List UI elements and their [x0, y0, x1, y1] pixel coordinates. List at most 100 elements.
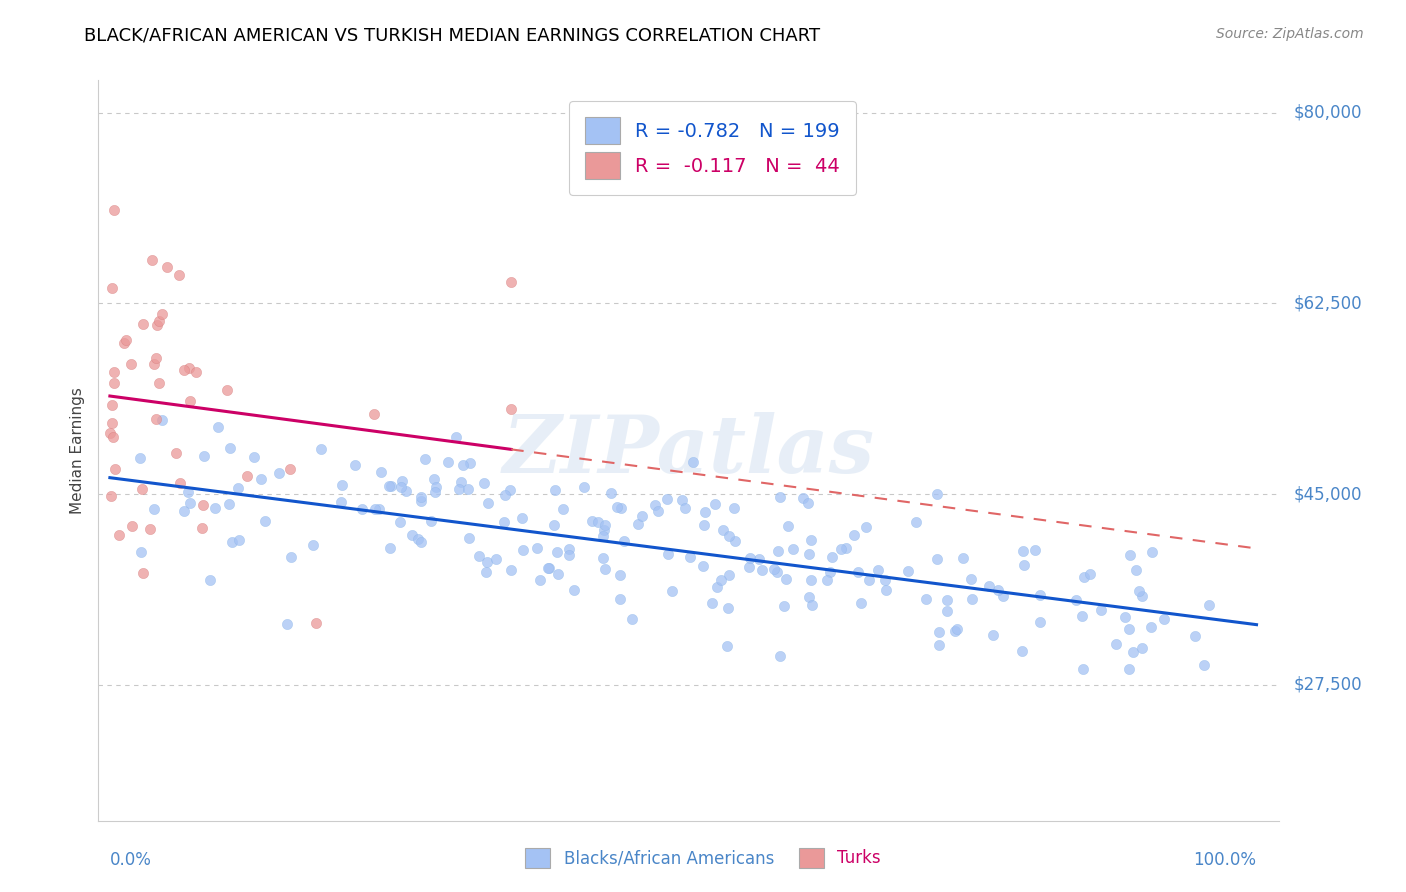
Point — [267, 467, 290, 481]
Point — [593, 517, 616, 532]
Point — [1078, 567, 1101, 582]
Point — [1024, 543, 1046, 558]
Point — [512, 542, 534, 557]
Point — [710, 573, 733, 587]
Point — [748, 552, 770, 566]
Point — [866, 563, 889, 577]
Point — [537, 561, 560, 575]
Point — [724, 533, 747, 548]
Point — [738, 560, 761, 574]
Point — [797, 547, 820, 561]
Point — [815, 573, 838, 587]
Point — [401, 527, 423, 541]
Point — [378, 541, 401, 556]
Point — [693, 518, 716, 533]
Point — [437, 455, 460, 469]
Text: $45,000: $45,000 — [1294, 485, 1362, 503]
Point — [179, 496, 201, 510]
Point — [226, 481, 249, 495]
Point — [1198, 598, 1220, 612]
Point — [391, 475, 413, 489]
Point — [751, 563, 773, 577]
Point — [364, 502, 387, 516]
Point — [960, 572, 983, 586]
Point — [389, 480, 412, 494]
Point — [792, 491, 814, 505]
Point — [167, 268, 190, 282]
Point — [107, 528, 129, 542]
Point — [148, 376, 170, 391]
Point — [139, 522, 162, 536]
Point — [543, 518, 565, 533]
Point — [301, 538, 323, 552]
Point — [501, 275, 523, 289]
Point — [546, 545, 568, 559]
Point — [218, 497, 240, 511]
Point — [173, 362, 195, 376]
Point — [129, 544, 152, 558]
Point — [177, 360, 200, 375]
Point — [389, 515, 412, 529]
Point — [112, 336, 135, 351]
Point — [1122, 645, 1144, 659]
Legend: R = -0.782   N = 199, R =  -0.117   N =  44: R = -0.782 N = 199, R = -0.117 N = 44 — [569, 101, 856, 195]
Point — [475, 555, 498, 569]
Point — [276, 617, 298, 632]
Point — [120, 357, 142, 371]
Point — [380, 479, 402, 493]
Point — [927, 552, 949, 566]
Point — [991, 590, 1014, 604]
Point — [717, 568, 740, 582]
Point — [169, 475, 191, 490]
Point — [766, 544, 789, 558]
Point — [1132, 589, 1154, 603]
Text: $27,500: $27,500 — [1294, 675, 1362, 694]
Point — [769, 649, 792, 664]
Point — [1184, 630, 1206, 644]
Point — [156, 260, 179, 275]
Point — [800, 533, 823, 548]
Point — [717, 529, 740, 543]
Point — [904, 515, 927, 529]
Point — [477, 496, 499, 510]
Point — [875, 582, 897, 597]
Point — [409, 491, 432, 505]
Point — [457, 531, 479, 545]
Point — [406, 532, 429, 546]
Point — [945, 623, 967, 637]
Point — [1140, 620, 1163, 634]
Point — [692, 559, 714, 574]
Point — [411, 494, 433, 508]
Text: $62,500: $62,500 — [1294, 294, 1362, 312]
Point — [593, 562, 616, 576]
Point — [657, 548, 679, 562]
Point — [631, 509, 654, 524]
Point — [1128, 584, 1150, 599]
Point — [1029, 615, 1052, 630]
Point — [609, 568, 631, 582]
Point — [703, 497, 725, 511]
Point — [228, 533, 250, 548]
Point — [797, 495, 820, 509]
Point — [606, 500, 628, 514]
Point — [499, 563, 522, 577]
Point — [928, 639, 950, 653]
Point — [858, 574, 880, 588]
Point — [981, 628, 1004, 642]
Point — [207, 420, 229, 434]
Point — [425, 480, 447, 494]
Point — [1114, 609, 1136, 624]
Point — [1064, 592, 1087, 607]
Point — [1071, 609, 1094, 624]
Text: BLACK/AFRICAN AMERICAN VS TURKISH MEDIAN EARNINGS CORRELATION CHART: BLACK/AFRICAN AMERICAN VS TURKISH MEDIAN… — [84, 27, 821, 45]
Point — [193, 449, 215, 463]
Point — [243, 450, 266, 465]
Point — [977, 579, 1000, 593]
Point — [693, 506, 716, 520]
Point — [457, 483, 479, 497]
Point — [204, 500, 226, 515]
Point — [897, 564, 920, 578]
Point — [165, 446, 187, 460]
Point — [179, 394, 201, 409]
Point — [451, 458, 474, 472]
